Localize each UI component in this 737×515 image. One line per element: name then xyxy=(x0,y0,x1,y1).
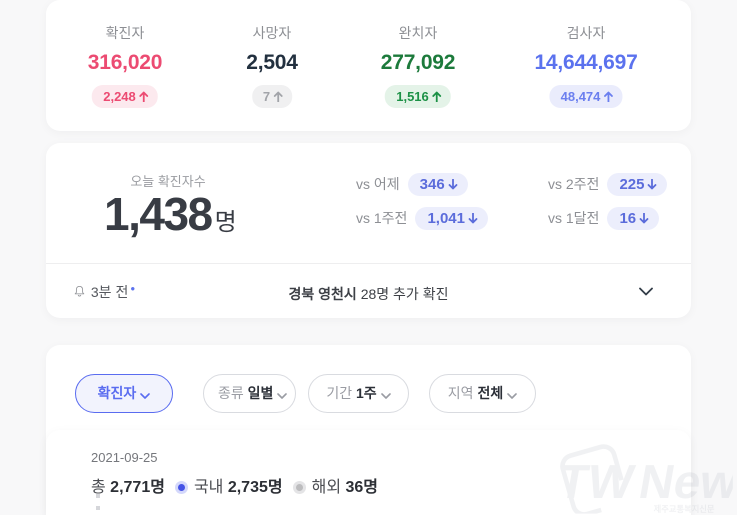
svg-text:News: News xyxy=(635,455,733,509)
svg-text:제주교통복지신문: 제주교통복지신문 xyxy=(654,504,715,514)
svg-text:W: W xyxy=(583,455,638,509)
